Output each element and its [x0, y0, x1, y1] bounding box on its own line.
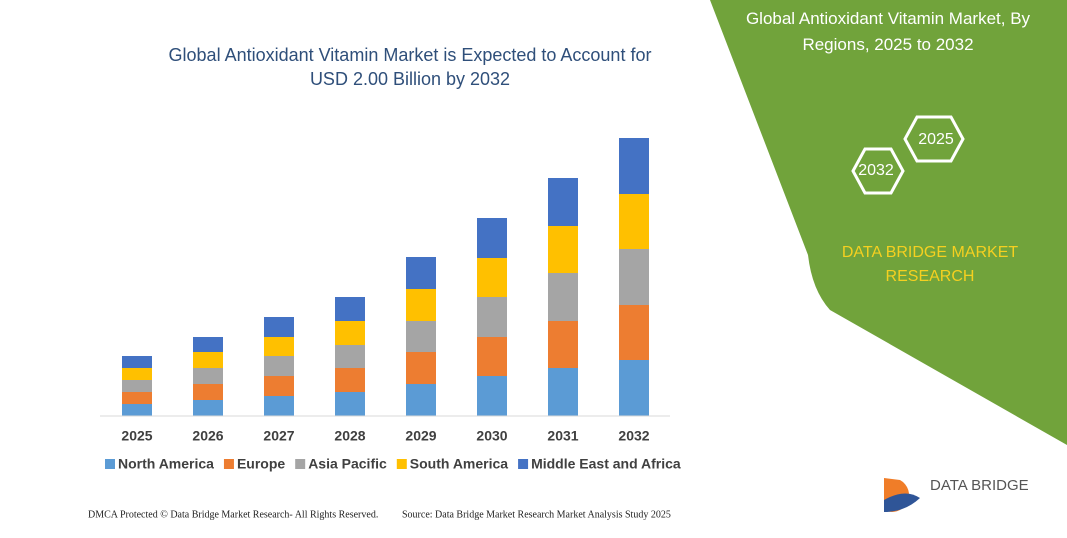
bar-segment	[335, 321, 365, 345]
x-tick-label: 2031	[547, 428, 578, 444]
bar-segment	[335, 392, 365, 416]
bar-segment	[406, 352, 436, 384]
hexagon	[903, 115, 965, 163]
bar-segment	[477, 218, 507, 258]
bar-segment	[477, 297, 507, 337]
legend-label: Asia Pacific	[308, 456, 387, 472]
logo-mark	[884, 493, 920, 512]
bar-segment	[264, 337, 294, 356]
x-tick-label: 2026	[192, 428, 223, 444]
bar-segment	[122, 392, 152, 404]
bar-segment	[406, 384, 436, 416]
bar-segment	[335, 297, 365, 321]
bar-segment	[619, 305, 649, 360]
bar-segment	[406, 289, 436, 321]
legend-swatch	[518, 459, 529, 469]
bar-segment	[122, 404, 152, 416]
bar-segment	[264, 396, 294, 416]
legend-swatch	[295, 459, 306, 469]
bar-segment	[548, 178, 578, 226]
bar-segment	[193, 384, 223, 400]
x-tick-label: 2032	[618, 428, 649, 444]
legend-swatch	[105, 459, 115, 469]
x-tick-label: 2028	[334, 428, 365, 444]
bar-segment	[122, 368, 152, 380]
bar-segment	[619, 360, 649, 416]
bar-segment	[122, 380, 152, 392]
bar-segment	[264, 317, 294, 337]
footer-left: DMCA Protected © Data Bridge Market Rese…	[88, 509, 378, 520]
bar-segment	[122, 356, 152, 368]
bar-segment	[193, 337, 223, 352]
x-tick-label: 2029	[405, 428, 436, 444]
legend-label: South America	[410, 456, 508, 472]
legend-label: Middle East and Africa	[531, 456, 681, 472]
chart-title: Global Antioxidant Vitamin Market is Exp…	[169, 45, 652, 89]
bar-segment	[264, 376, 294, 396]
panel-title: Global Antioxidant Vitamin Market, By Reg…	[746, 9, 1031, 54]
x-tick-label: 2025	[121, 428, 152, 444]
bar-segment	[619, 138, 649, 194]
bar-segment	[264, 356, 294, 376]
hex-label: 2032	[858, 162, 894, 179]
bar-segment	[619, 249, 649, 305]
bar-segment	[548, 226, 578, 273]
bar-segment	[548, 368, 578, 416]
bar-segment	[477, 376, 507, 416]
legend-label: North America	[118, 456, 214, 472]
bar-segment	[193, 400, 223, 416]
hex-label: 2025	[918, 131, 954, 148]
brand-text: DATA BRIDGE MARKET RESEARCH	[842, 244, 1019, 285]
x-tick-label: 2030	[476, 428, 507, 444]
bar-segment	[406, 321, 436, 352]
bar-segment	[193, 352, 223, 368]
bar-segment	[335, 345, 365, 368]
legend-swatch	[396, 459, 407, 469]
hexagon	[851, 147, 905, 195]
bar-segment	[619, 194, 649, 249]
legend-swatch	[223, 459, 234, 469]
bar-segment	[548, 321, 578, 368]
logo-text: DATA BRIDGE	[930, 477, 1029, 494]
bar-segment	[335, 368, 365, 392]
bar-segment	[548, 273, 578, 321]
footer-right: Source: Data Bridge Market Research Mark…	[402, 509, 671, 520]
x-tick-label: 2027	[263, 428, 294, 444]
green-panel	[710, 0, 1067, 445]
chart: 2025 2026 2027 2028 2029 2030 2031 2032 North Am…	[100, 138, 681, 472]
bar-segment	[477, 258, 507, 297]
bar-segment	[406, 257, 436, 289]
bar-segment	[193, 368, 223, 384]
legend-label: Europe	[237, 456, 285, 472]
bar-segment	[477, 337, 507, 376]
